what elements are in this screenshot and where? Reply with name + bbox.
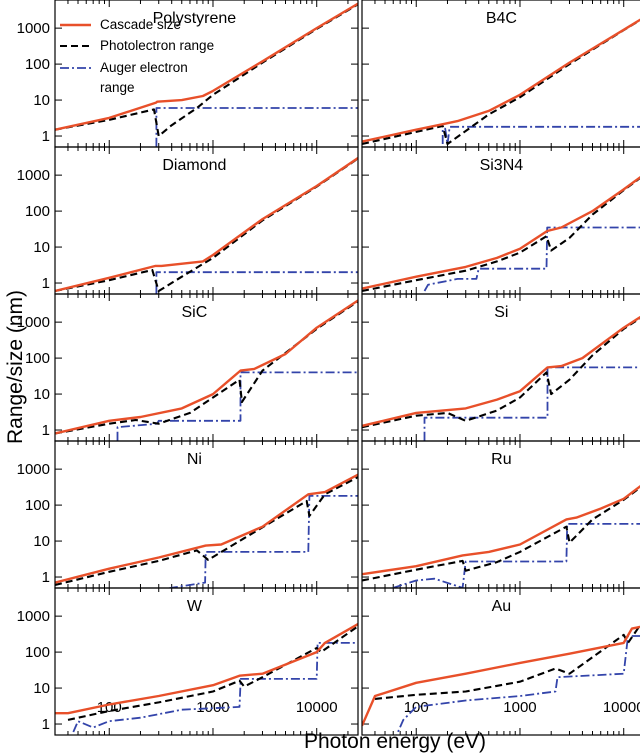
y-tick-label: 1000 bbox=[17, 20, 50, 37]
panel-title: W bbox=[187, 598, 203, 615]
series-auger-electron-range bbox=[395, 635, 640, 735]
series-auger-electron-range bbox=[423, 226, 640, 292]
legend-label: Auger electron range bbox=[100, 60, 188, 95]
x-tick-label: 10000 bbox=[296, 699, 338, 716]
y-tick-label: 1 bbox=[42, 569, 50, 586]
series-cascade-size bbox=[55, 2, 358, 131]
panel-b4c: B4C bbox=[361, 0, 640, 148]
y-tick-label: 10 bbox=[33, 680, 50, 697]
y-tick-label: 10 bbox=[33, 239, 50, 256]
series-cascade-size bbox=[55, 623, 358, 715]
series-photolectron-range bbox=[362, 317, 640, 429]
y-tick-label: 1 bbox=[42, 422, 50, 439]
legend-label: Cascade size bbox=[100, 17, 181, 32]
series-auger-electron-range bbox=[392, 523, 640, 588]
panel-ru: Ru bbox=[361, 440, 640, 589]
panel-title: Si bbox=[494, 304, 508, 321]
y-tick-label: 100 bbox=[25, 56, 50, 73]
x-axis-title: Photon energy (eV) bbox=[304, 730, 486, 753]
series-auger-electron-range bbox=[441, 125, 640, 145]
series-cascade-size bbox=[362, 625, 640, 727]
y-tick-label: 10 bbox=[33, 533, 50, 550]
y-axis-title: Range/size (nm) bbox=[4, 290, 27, 444]
series-auger-electron-range bbox=[116, 371, 358, 441]
panel-grid: 1 10 100 1000 Polystyrene B4C 1 10 100 1000 Diamon… bbox=[17, 0, 640, 736]
series-photolectron-range bbox=[55, 476, 358, 587]
y-tick-label: 1 bbox=[42, 128, 50, 145]
panel-title: Diamond bbox=[162, 157, 226, 174]
panel-sic: 1 10 100 1000 SiC bbox=[17, 293, 359, 442]
x-tick-label: 1000 bbox=[196, 699, 229, 716]
y-tick-label: 100 bbox=[25, 350, 50, 367]
series-auger-electron-range bbox=[155, 107, 358, 147]
series-auger-electron-range bbox=[155, 271, 358, 294]
legend-label: Photolectron range bbox=[100, 38, 214, 53]
y-tick-label: 1000 bbox=[17, 167, 50, 184]
panel-ni: 1 10 100 1000 Ni bbox=[17, 440, 359, 589]
panel-frame bbox=[54, 587, 359, 736]
series-photolectron-range bbox=[374, 625, 640, 700]
panel-title: SiC bbox=[181, 304, 207, 321]
y-tick-label: 1000 bbox=[17, 461, 50, 478]
series-cascade-size bbox=[362, 484, 640, 576]
series-cascade-size bbox=[55, 473, 358, 584]
y-tick-label: 1 bbox=[42, 275, 50, 292]
panel-title: Ni bbox=[187, 451, 202, 468]
y-tick-label: 100 bbox=[25, 203, 50, 220]
y-tick-label: 100 bbox=[25, 644, 50, 661]
panel-title: Si3N4 bbox=[480, 157, 524, 174]
y-tick-label: 100 bbox=[25, 497, 50, 514]
y-tick-label: 10 bbox=[33, 92, 50, 109]
panel-frame bbox=[54, 440, 359, 589]
panel-frame bbox=[361, 587, 640, 736]
series-cascade-size bbox=[362, 315, 640, 428]
panel-title: B4C bbox=[486, 10, 517, 27]
panel-si: Si bbox=[361, 293, 640, 442]
series-photolectron-range bbox=[55, 300, 358, 435]
series-cascade-size bbox=[55, 299, 358, 435]
series-photolectron-range bbox=[55, 157, 358, 293]
y-tick-label: 1000 bbox=[17, 314, 50, 331]
series-cascade-size bbox=[362, 175, 640, 290]
series-auger-electron-range bbox=[423, 366, 640, 441]
series-photolectron-range bbox=[362, 176, 640, 293]
series-auger-electron-range bbox=[166, 495, 358, 588]
panel-au: 100100010000Au bbox=[361, 587, 640, 736]
y-tick-label: 1000 bbox=[17, 608, 50, 625]
panel-title: Au bbox=[492, 598, 512, 615]
series-auger-electron-range bbox=[72, 642, 358, 733]
x-tick-label: 1000 bbox=[503, 699, 536, 716]
panel-si3n4: Si3N4 bbox=[361, 146, 640, 295]
y-tick-label: 10 bbox=[33, 386, 50, 403]
panel-title: Polystyrene bbox=[153, 10, 237, 27]
series-photolectron-range bbox=[362, 486, 640, 582]
panel-title: Ru bbox=[491, 451, 511, 468]
x-tick-label: 10000 bbox=[603, 699, 640, 716]
series-cascade-size bbox=[55, 157, 358, 293]
panel-diamond: 1 10 100 1000 Diamond bbox=[17, 146, 359, 295]
series-cascade-size bbox=[362, 18, 640, 143]
y-tick-label: 1 bbox=[42, 716, 50, 733]
legend: Cascade size Photolectron range Auger elec… bbox=[60, 17, 214, 95]
